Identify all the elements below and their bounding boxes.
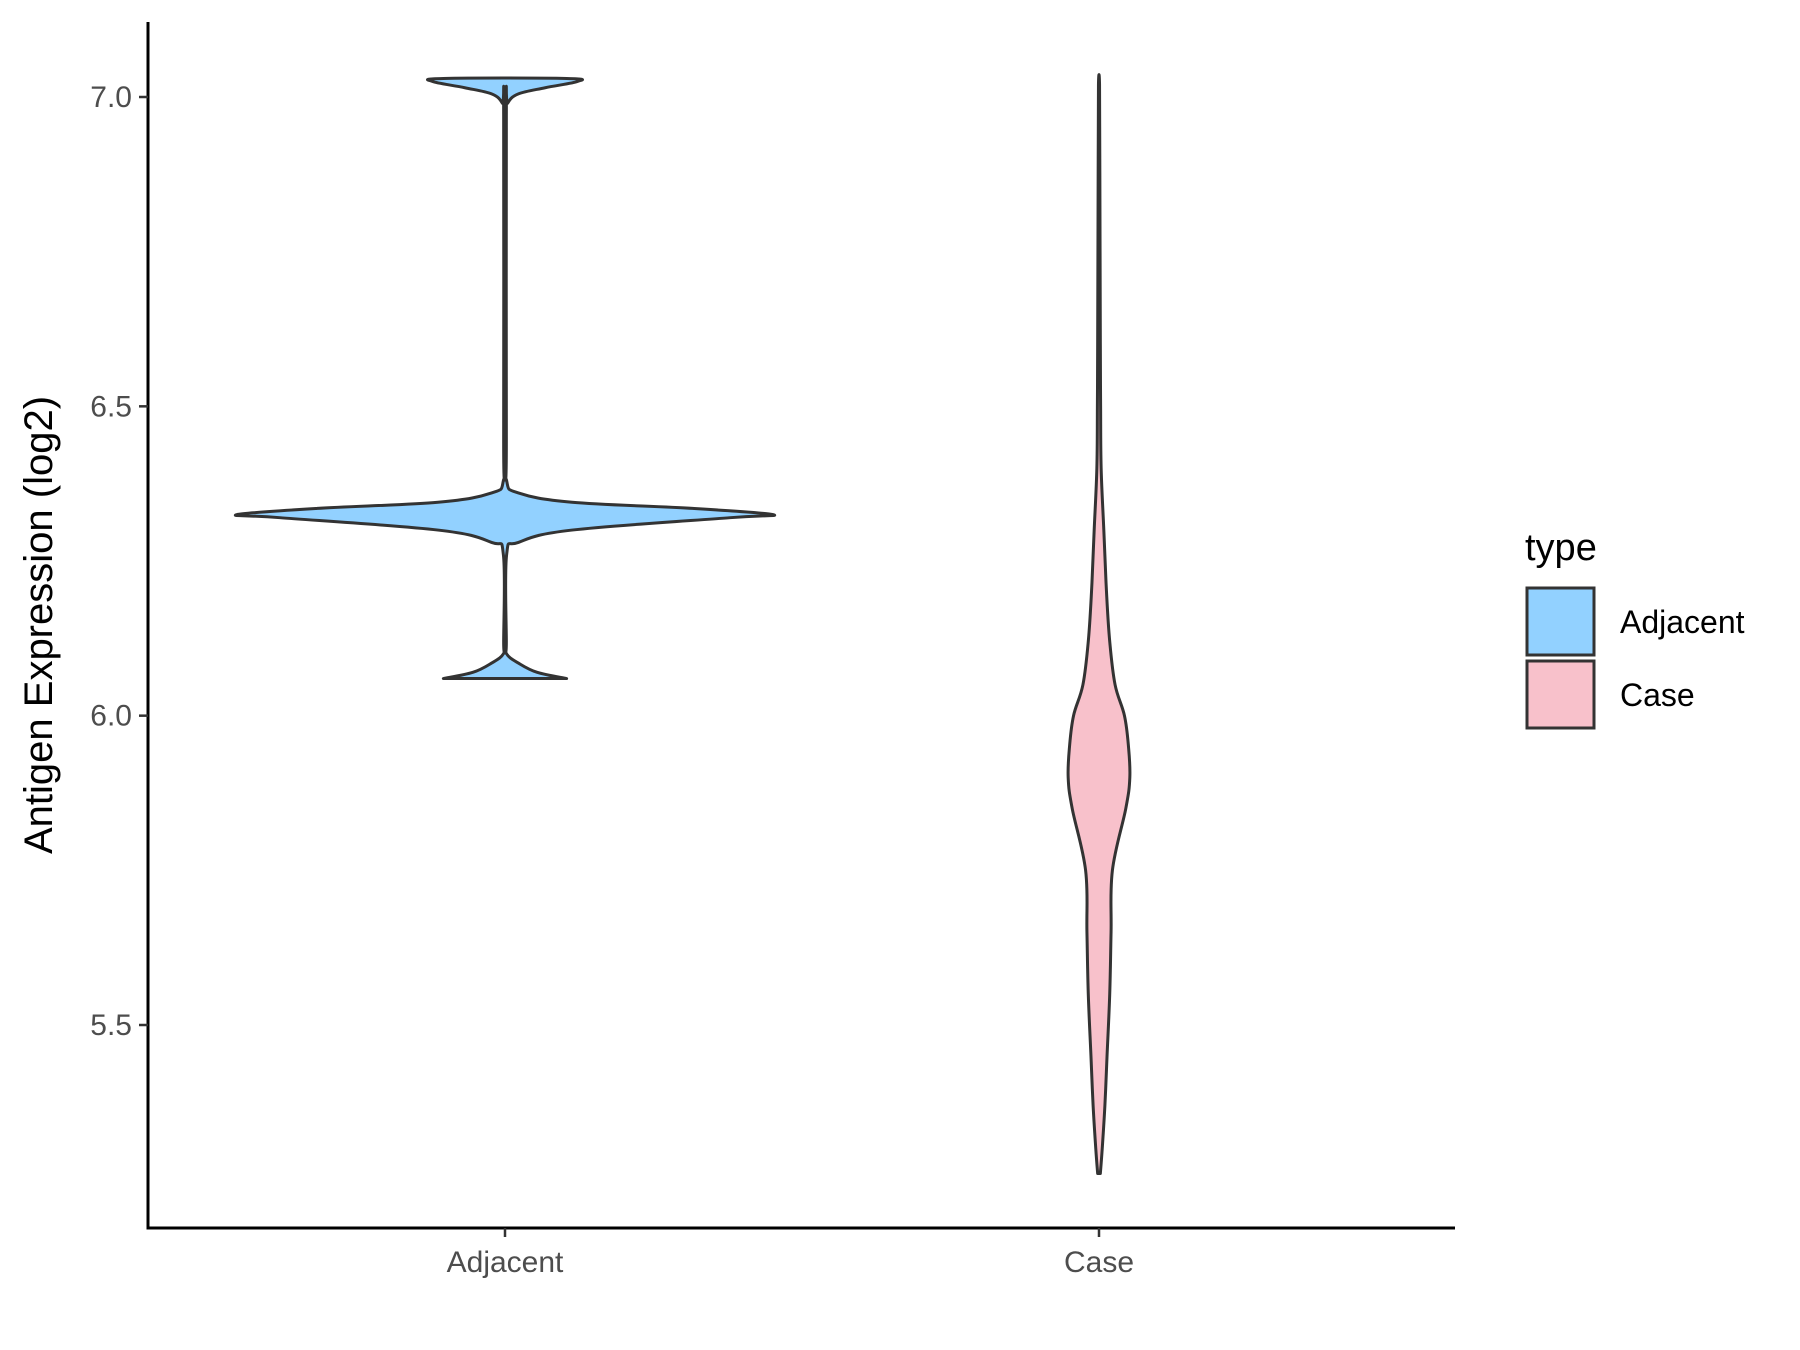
x-tick-label: Case	[1064, 1246, 1134, 1279]
y-tick-label: 7.0	[90, 81, 132, 114]
y-tick-label: 6.5	[90, 390, 132, 423]
legend-label-adjacent: Adjacent	[1620, 604, 1745, 640]
y-tick-label: 6.0	[90, 700, 132, 733]
plot-area	[233, 73, 1132, 1175]
x-tick-label: Adjacent	[447, 1246, 564, 1279]
legend-title: type	[1525, 527, 1597, 569]
x-axis-ticks: Adjacent Case	[447, 1228, 1134, 1279]
violin-case	[1066, 73, 1132, 1175]
legend-label-case: Case	[1620, 677, 1695, 713]
legend-key-adjacent	[1525, 586, 1596, 657]
legend: type Adjacent Case	[1525, 527, 1745, 730]
legend-key-case	[1525, 659, 1596, 730]
violin-adjacent	[233, 76, 777, 681]
y-axis-ticks: 5.5 6.0 6.5 7.0	[90, 81, 148, 1042]
y-axis-title: Antigen Expression (log2)	[17, 396, 61, 854]
y-tick-label: 5.5	[90, 1009, 132, 1042]
